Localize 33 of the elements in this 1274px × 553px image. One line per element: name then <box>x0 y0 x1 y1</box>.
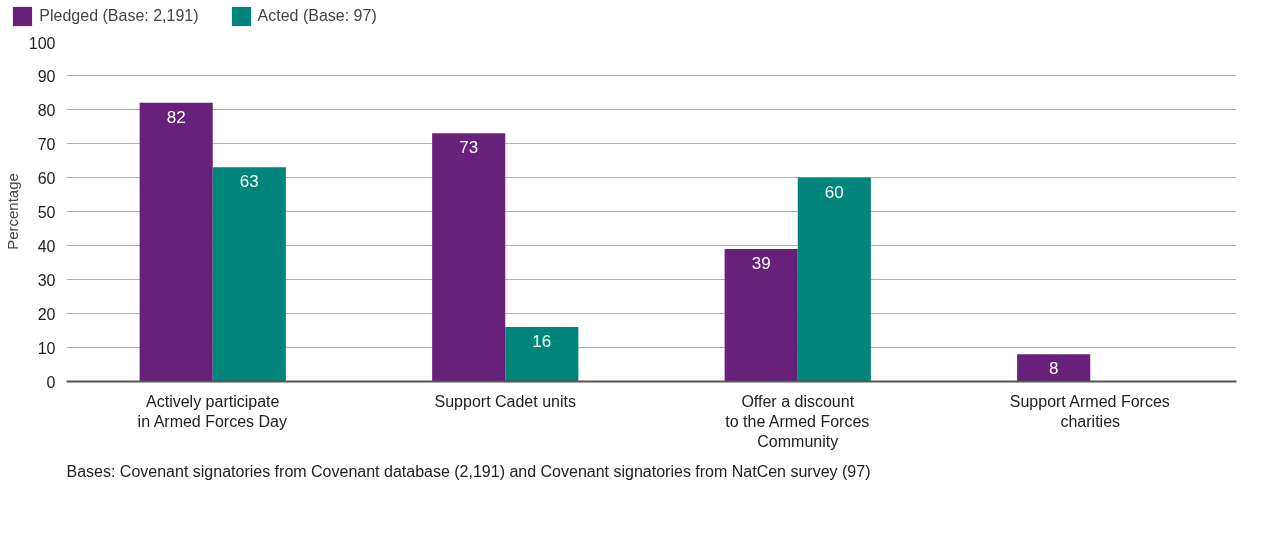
bar <box>505 327 579 382</box>
y-tick-label: 0 <box>46 373 56 391</box>
y-tick-label: 90 <box>37 67 56 85</box>
y-tick-label: 50 <box>37 203 56 221</box>
data-label: 16 <box>532 332 552 352</box>
data-label: 63 <box>239 172 259 192</box>
y-tick-label: 40 <box>37 237 56 255</box>
y-axis-title: Percentage <box>3 173 21 250</box>
y-tick-label: 70 <box>37 135 56 153</box>
text: Bases: Covenant signatories from Covenant database (2,191) and Covenant signatories from NatCen survey (97) <box>66 462 871 480</box>
data-label: 73 <box>459 138 479 158</box>
bar <box>139 102 213 382</box>
x-tick-label: Actively participate in Armed Forces Day <box>137 392 288 430</box>
y-tick-label: 20 <box>37 305 56 323</box>
y-tick-label: 60 <box>37 169 56 187</box>
legend-label: Acted (Base: 97) <box>257 6 377 26</box>
y-tick-label: 30 <box>37 271 56 289</box>
bar <box>432 133 506 382</box>
bar <box>1017 354 1091 382</box>
x-tick-label: Offer a discount to the Armed Forces Community <box>725 392 870 451</box>
y-tick-label: 10 <box>37 339 56 357</box>
y-tick-label: 80 <box>37 101 56 119</box>
legend-label: Pledged (Base: 2,191) <box>39 6 199 26</box>
x-tick-label: Support Cadet units <box>434 392 576 410</box>
y-tick-label: 100 <box>28 34 56 52</box>
data-label: 8 <box>1048 359 1059 379</box>
bar <box>797 177 871 382</box>
x-tick-label: Support Armed Forces charities <box>1009 392 1170 430</box>
bar <box>212 167 286 382</box>
data-label: 39 <box>751 253 771 273</box>
data-label: 60 <box>824 182 844 202</box>
bar <box>724 248 798 382</box>
data-label: 82 <box>166 107 186 127</box>
